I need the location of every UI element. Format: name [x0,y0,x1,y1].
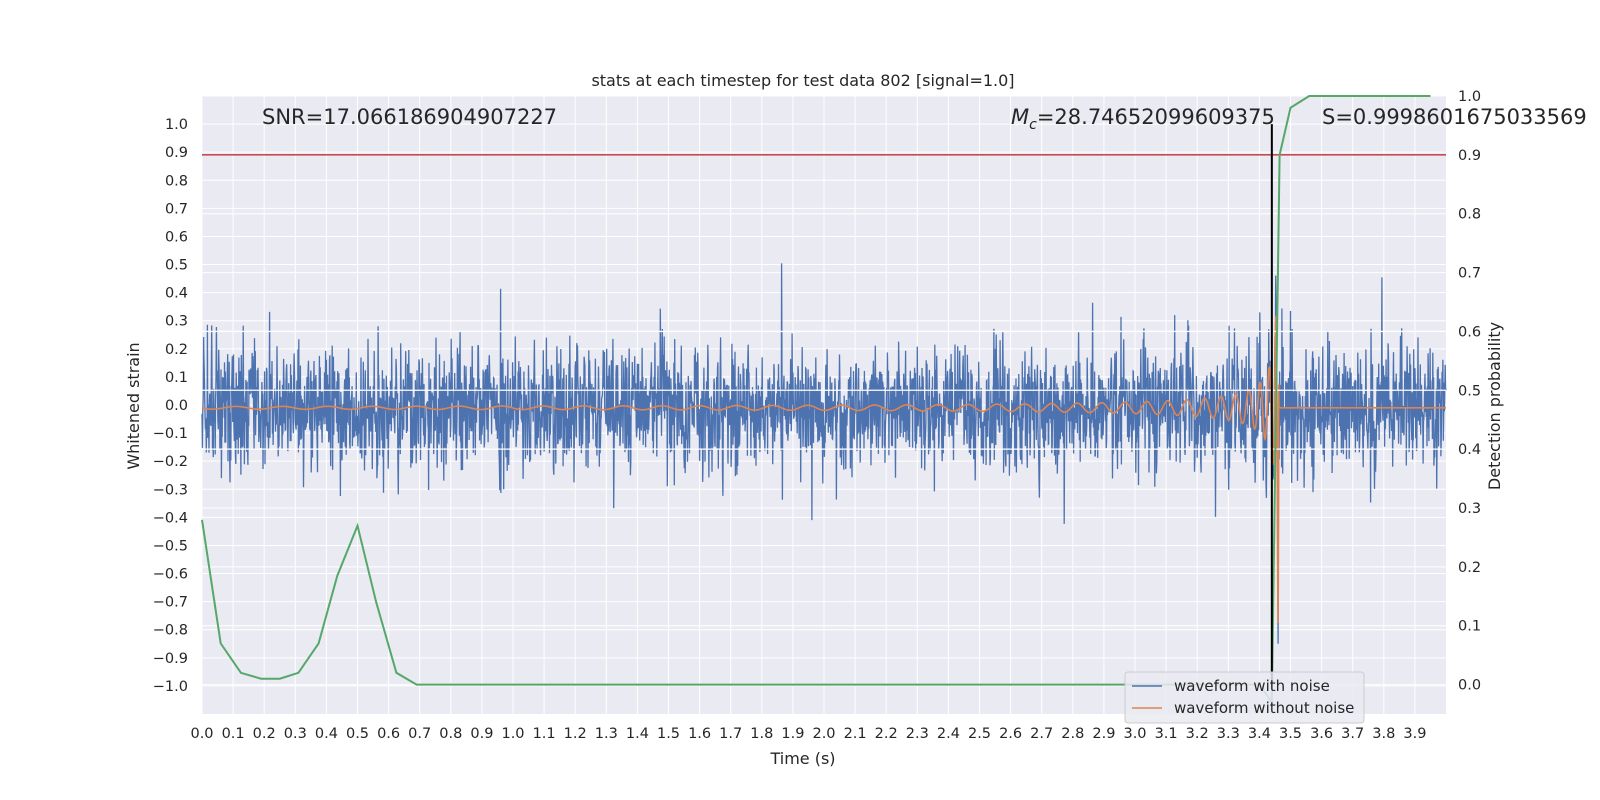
y-tick-label: 0.8 [165,173,188,189]
y-tick-label: 0.4 [165,286,188,302]
y2-axis-label: Detection probability [1485,322,1504,490]
y2-tick-label: 0.3 [1458,501,1481,517]
x-tick-label: 3.2 [1186,726,1209,742]
x-tick-label: 0.8 [439,726,462,742]
y-tick-label: −0.1 [153,426,188,442]
x-tick-label: 1.2 [564,726,587,742]
y2-tick-label: 0.2 [1458,560,1481,576]
y-tick-label: 0.6 [165,229,188,245]
waveform-without-noise-line [202,315,1446,624]
y-tick-label: −0.2 [153,454,188,470]
x-tick-label: 2.0 [812,726,835,742]
x-tick-label: 3.5 [1279,726,1302,742]
y-tick-label: −0.7 [153,595,188,611]
waveform-with-noise-line [201,263,1447,644]
x-tick-label: 0.7 [408,726,431,742]
x-tick-label: 2.7 [1030,726,1053,742]
y2-tick-label: 0.1 [1458,619,1481,635]
chirp-mass-symbol: M [1011,105,1029,129]
series-detection-probability [201,95,1431,706]
x-tick-label: 2.4 [937,726,960,742]
y-tick-label: −0.4 [153,510,188,526]
y-tick-label: 0.9 [165,145,188,161]
x-tick-label: 3.7 [1341,726,1364,742]
x-tick-label: 0.5 [346,726,369,742]
y-tick-label: −0.8 [153,623,188,639]
y2-tick-label: 0.8 [1458,207,1481,223]
x-tick-label: 3.4 [1248,726,1271,742]
x-tick-label: 2.3 [906,726,929,742]
x-tick-label: 3.1 [1155,726,1178,742]
x-tick-label: 1.9 [781,726,804,742]
x-axis-ticks: 0.0 0.1 0.2 0.3 0.4 0.5 0.6 0.7 0.8 0.9 1.0 1.1 1.2 1… [190,726,1426,742]
x-tick-label: 3.0 [1123,726,1146,742]
y-axis-ticks: 1.0 0.9 0.8 0.7 0.6 0.5 0.4 0.3 0.2 0.1 0.0 −0.1 −0.… [153,117,188,695]
x-tick-label: 0.6 [377,726,400,742]
x-tick-label: 1.5 [657,726,680,742]
chirp-mass-value: =28.74652099609375 [1037,105,1275,129]
legend-label-noise: waveform with noise [1174,677,1330,695]
y-tick-label: 0.7 [165,201,188,217]
y-tick-label: −1.0 [153,679,188,695]
chirp-mass-subscript: c [1029,117,1037,133]
x-tick-label: 0.3 [284,726,307,742]
snr-annotation: SNR=17.066186904907227 [262,105,557,129]
x-tick-label: 2.5 [968,726,991,742]
y-tick-label: −0.6 [153,567,188,583]
x-tick-label: 0.4 [315,726,338,742]
y-tick-label: 0.5 [165,258,188,274]
y2-axis-ticks: 1.0 0.9 0.8 0.7 0.6 0.5 0.4 0.3 0.2 0.1 0.0 [1458,89,1481,694]
reference-lines [202,154,1446,450]
y-tick-label: 0.3 [165,314,188,330]
series-waveform-with-noise [201,263,1447,644]
chirp-mass-annotation: Mc=28.74652099609375 [1011,105,1275,133]
legend: waveform with noise waveform without noi… [1124,671,1365,724]
series-waveform-without-noise [202,315,1446,624]
y2-tick-label: 0.6 [1458,324,1481,340]
x-tick-label: 1.6 [688,726,711,742]
x-tick-label: 2.2 [875,726,898,742]
x-tick-label: 1.7 [719,726,742,742]
x-tick-label: 3.3 [1217,726,1240,742]
y2-tick-label: 1.0 [1458,89,1481,105]
y-tick-label: 0.2 [165,342,188,358]
chart-title: stats at each timestep for test data 802… [591,71,1014,90]
y-tick-label: 1.0 [165,117,188,133]
y2-tick-label: 0.4 [1458,442,1481,458]
y2-tick-label: 0.7 [1458,266,1481,282]
legend-box [1124,671,1365,724]
y-tick-label: −0.3 [153,482,188,498]
x-tick-label: 1.4 [626,726,649,742]
y-tick-label: 0.0 [165,398,188,414]
x-tick-label: 2.9 [1092,726,1115,742]
x-tick-label: 0.9 [470,726,493,742]
x-tick-label: 1.3 [595,726,618,742]
x-tick-label: 3.6 [1310,726,1333,742]
x-tick-label: 0.1 [222,726,245,742]
detection-probability-line [201,95,1431,706]
legend-label-clean: waveform without noise [1174,699,1354,717]
score-annotation: S=0.9998601675033569 [1322,105,1587,129]
y2-tick-label: 0.9 [1458,148,1481,164]
x-tick-label: 0.2 [253,726,276,742]
y-tick-label: −0.9 [153,651,188,667]
x-tick-label: 1.1 [533,726,556,742]
x-tick-label: 2.8 [1061,726,1084,742]
y2-tick-label: 0.0 [1458,678,1481,694]
x-axis-label: Time (s) [769,749,835,768]
x-tick-label: 1.8 [750,726,773,742]
y2-tick-label: 0.5 [1458,383,1481,399]
x-tick-label: 0.0 [190,726,213,742]
x-tick-label: 3.9 [1403,726,1426,742]
x-tick-label: 2.6 [999,726,1022,742]
y-tick-label: −0.5 [153,538,188,554]
y-axis-label: Whitened strain [124,342,143,469]
y-tick-label: 0.1 [165,370,188,386]
x-tick-label: 1.0 [501,726,524,742]
x-tick-label: 2.1 [844,726,867,742]
x-tick-label: 3.8 [1372,726,1395,742]
